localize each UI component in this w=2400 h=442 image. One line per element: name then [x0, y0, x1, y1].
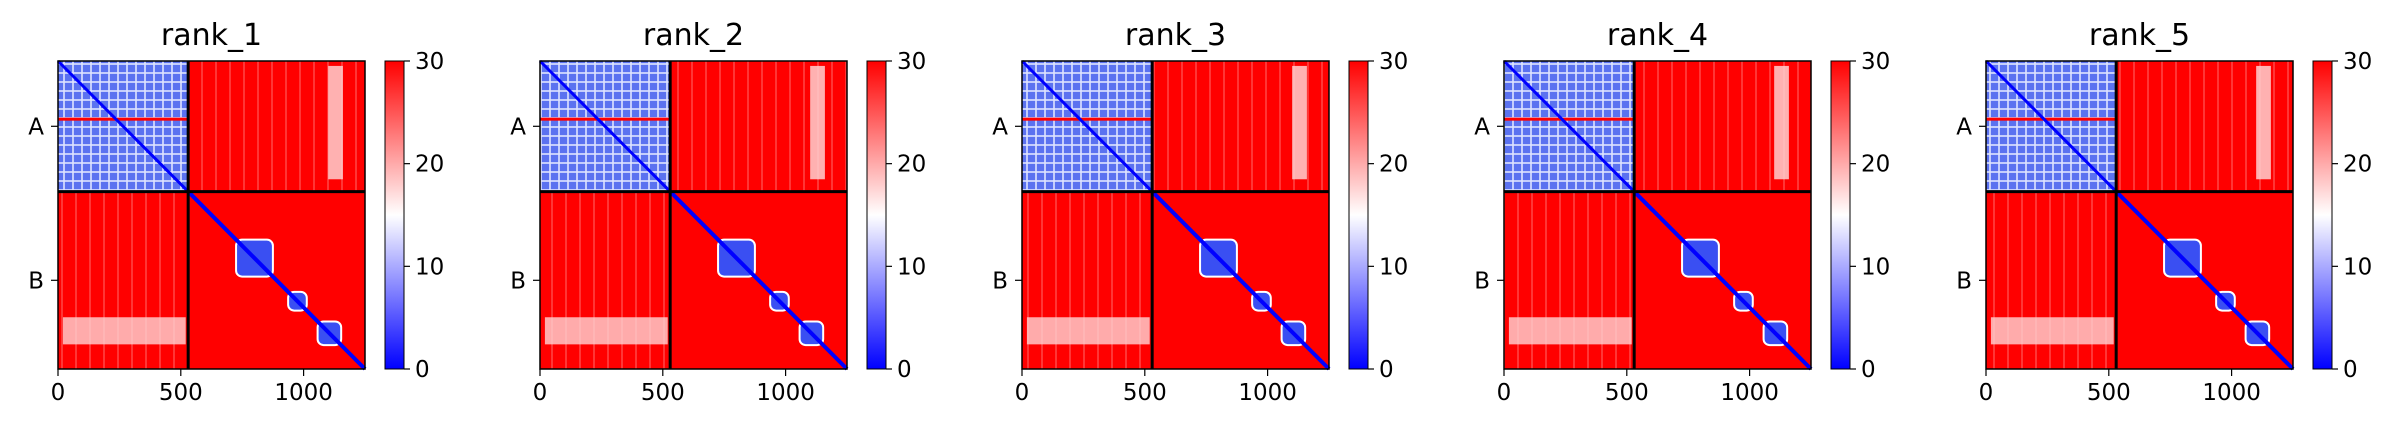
- x-tick-label: 1000: [2202, 380, 2261, 406]
- x-tick-label: 500: [159, 380, 203, 406]
- diagonal-b: [668, 190, 849, 371]
- colorbar: [2312, 60, 2333, 370]
- panel-title: rank_1: [161, 18, 262, 53]
- heatmap-frame: [539, 60, 848, 370]
- inter-chain-patch-a: [1292, 65, 1307, 180]
- x-tick-label: 0: [51, 380, 66, 406]
- x-tick-label: 1000: [1720, 380, 1779, 406]
- panel-title: rank_5: [2089, 18, 2190, 53]
- x-tick-label: 500: [1123, 380, 1167, 406]
- block-a-a-stripe: [540, 117, 671, 121]
- x-tick-label: 0: [1979, 380, 1994, 406]
- panel-rank_3: rank_3 0 500 1000 A B 0 10 20 30: [992, 18, 1408, 406]
- x-tick-label: 500: [641, 380, 685, 406]
- chain-label-A: A: [28, 114, 44, 140]
- block-a-a-stripe: [1986, 117, 2117, 121]
- x-tick-label: 500: [2087, 380, 2131, 406]
- diagonal-a: [1984, 59, 2118, 193]
- block-a-a-stripe: [1022, 117, 1153, 121]
- x-tick-label: 0: [533, 380, 548, 406]
- x-tick-label: 500: [1605, 380, 1649, 406]
- inter-chain-patch-b: [1508, 317, 1632, 345]
- diagonal-a: [56, 59, 190, 193]
- x-tick-label: 1000: [756, 380, 815, 406]
- inter-chain-patch-b: [1026, 317, 1150, 345]
- chain-label-A: A: [510, 114, 526, 140]
- x-tick-label: 0: [1497, 380, 1512, 406]
- panel-title: rank_4: [1607, 18, 1708, 53]
- colorbar-tick-label: 20: [897, 152, 926, 178]
- colorbar-tick-label: 20: [2343, 152, 2372, 178]
- colorbar: [1830, 60, 1851, 370]
- inter-chain-patch-a: [810, 65, 825, 180]
- colorbar-tick-label: 10: [1861, 254, 1890, 280]
- chain-label-B: B: [992, 268, 1008, 294]
- diagonal-b: [1150, 190, 1331, 371]
- colorbar-tick-label: 30: [1861, 49, 1890, 75]
- diagonal-a: [1020, 59, 1154, 193]
- chain-label-A: A: [1474, 114, 1490, 140]
- colorbar: [384, 60, 405, 370]
- colorbar-tick-label: 30: [897, 49, 926, 75]
- colorbar: [866, 60, 887, 370]
- colorbar-tick-label: 0: [415, 357, 430, 383]
- inter-chain-patch-a: [328, 65, 343, 180]
- x-tick-label: 0: [1015, 380, 1030, 406]
- x-tick-label: 1000: [274, 380, 333, 406]
- diagonal-a: [1502, 59, 1636, 193]
- inter-chain-patch-b: [544, 317, 668, 345]
- colorbar-tick-label: 20: [1861, 152, 1890, 178]
- diagonal-a: [538, 59, 672, 193]
- colorbar-tick-label: 0: [2343, 357, 2358, 383]
- chain-label-B: B: [1474, 268, 1490, 294]
- colorbar-tick-label: 20: [415, 152, 444, 178]
- colorbar-tick-label: 0: [1379, 357, 1394, 383]
- panel-rank_1: rank_1 0 500 1000 A B 0 10 20 30: [28, 18, 444, 406]
- chain-label-A: A: [992, 114, 1008, 140]
- panel-title: rank_3: [1125, 18, 1226, 53]
- heatmap-frame: [1503, 60, 1812, 370]
- colorbar-tick-label: 10: [1379, 254, 1408, 280]
- x-tick-label: 1000: [1238, 380, 1297, 406]
- heatmap-frame: [1985, 60, 2294, 370]
- colorbar-tick-label: 0: [897, 357, 912, 383]
- block-a-a-stripe: [58, 117, 189, 121]
- inter-chain-patch-b: [1990, 317, 2114, 345]
- diagonal-b: [1632, 190, 1813, 371]
- colorbar-tick-label: 30: [2343, 49, 2372, 75]
- panel-rank_5: rank_5 0 500 1000 A B 0 10 20 30: [1956, 18, 2372, 406]
- colorbar-tick-label: 10: [415, 254, 444, 280]
- chain-label-B: B: [510, 268, 526, 294]
- colorbar-tick-label: 0: [1861, 357, 1876, 383]
- inter-chain-patch-a: [2256, 65, 2271, 180]
- chain-label-A: A: [1956, 114, 1972, 140]
- chain-label-B: B: [1956, 268, 1972, 294]
- colorbar-tick-label: 30: [415, 49, 444, 75]
- panel-rank_4: rank_4 0 500 1000 A B 0 10 20 30: [1474, 18, 1890, 406]
- heatmap-frame: [57, 60, 366, 370]
- panel-title: rank_2: [643, 18, 744, 53]
- inter-chain-patch-b: [62, 317, 186, 345]
- colorbar-tick-label: 20: [1379, 152, 1408, 178]
- diagonal-b: [2114, 190, 2295, 371]
- colorbar: [1348, 60, 1369, 370]
- heatmap-frame: [1021, 60, 1330, 370]
- colorbar-tick-label: 10: [897, 254, 926, 280]
- diagonal-b: [186, 190, 367, 371]
- colorbar-tick-label: 30: [1379, 49, 1408, 75]
- inter-chain-patch-a: [1774, 65, 1789, 180]
- block-a-a-stripe: [1504, 117, 1635, 121]
- chain-label-B: B: [28, 268, 44, 294]
- panel-rank_2: rank_2 0 500 1000 A B 0 10 20 30: [510, 18, 926, 406]
- colorbar-tick-label: 10: [2343, 254, 2372, 280]
